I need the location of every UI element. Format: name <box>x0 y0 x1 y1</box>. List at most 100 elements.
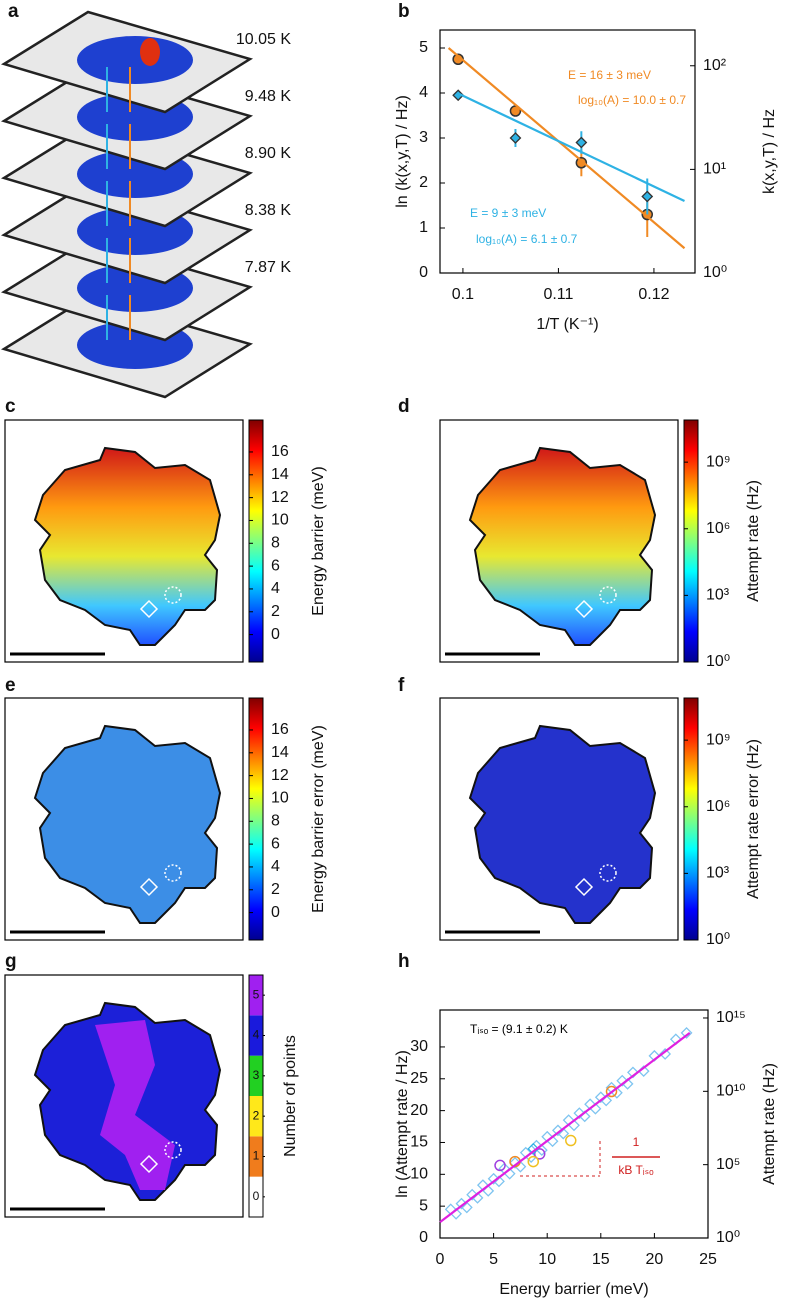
colorbar-frame <box>248 974 264 1218</box>
x-tick-label: 0.1 <box>452 286 474 303</box>
panel-letter: c <box>5 396 16 417</box>
y2-tick-label: 10⁰ <box>703 264 727 281</box>
colorbar-tick-label: 2 <box>253 1108 260 1122</box>
y-tick-label: 5 <box>419 39 428 56</box>
annotation: E = 9 ± 3 meV <box>470 206 546 220</box>
colorbar-tick-label: 10³ <box>706 587 730 604</box>
point <box>494 1159 506 1172</box>
plot-frame <box>439 1009 709 1239</box>
point <box>466 1188 479 1201</box>
x-axis-label: Energy barrier (meV) <box>499 1281 648 1298</box>
colorbar <box>684 698 698 940</box>
colorbar-tick-label: 14 <box>271 466 289 483</box>
flake-patch <box>95 1020 175 1190</box>
colorbar-tick-label: 10⁹ <box>706 731 731 748</box>
temperature-label: 7.87 K <box>245 259 292 276</box>
flake-map <box>33 724 222 924</box>
x-tick-label: 0.11 <box>543 286 573 303</box>
colorbar <box>249 420 263 662</box>
panel-letter: a <box>8 1 19 22</box>
colorbar-block <box>249 1176 263 1217</box>
plot-frame <box>439 29 696 274</box>
y-axis-label: ln (k(x,y,T) / Hz) <box>394 95 411 208</box>
colorbar-label: Attempt rate (Hz) <box>745 480 762 602</box>
site-circle <box>164 586 182 604</box>
colorbar-block <box>249 1096 263 1137</box>
colorbar <box>249 698 263 940</box>
site-diamond <box>139 1154 159 1174</box>
point <box>487 1172 500 1185</box>
colorbar-tick-label: 10³ <box>706 865 730 882</box>
colorbar-label: Energy barrier error (meV) <box>310 725 327 913</box>
x-tick-label: 25 <box>699 1251 717 1268</box>
x-tick-label: 0.12 <box>638 286 669 303</box>
colorbar-label: Number of points <box>282 1035 299 1157</box>
y2-tick-label: 10¹⁰ <box>716 1083 746 1100</box>
panel-letter: e <box>5 675 16 696</box>
y2-tick-label: 10⁵ <box>716 1156 740 1173</box>
x-axis-label: 1/T (K⁻¹) <box>536 316 598 333</box>
y-tick-label: 0 <box>419 1229 428 1246</box>
colorbar-frame <box>248 697 264 941</box>
colorbar-tick-label: 8 <box>271 813 280 830</box>
point <box>594 1091 607 1104</box>
point <box>509 132 522 144</box>
y2-tick-label: 10⁰ <box>716 1229 740 1246</box>
colorbar-label: Attempt rate error (Hz) <box>745 739 762 899</box>
annotation: E = 16 ± 3 meV <box>568 68 651 82</box>
fit-line <box>439 1032 691 1223</box>
colorbar-tick-label: 10 <box>271 512 289 529</box>
panel-letter: d <box>398 396 410 417</box>
colorbar-tick-label: 10⁰ <box>706 653 730 670</box>
y-tick-label: 25 <box>410 1070 428 1087</box>
colorbar-tick-label: 4 <box>271 580 280 597</box>
point <box>616 1074 629 1087</box>
point <box>565 1134 577 1147</box>
x-tick-label: 10 <box>538 1251 556 1268</box>
temperature-label: 8.90 K <box>245 145 292 162</box>
site-diamond <box>139 877 159 897</box>
colorbar-tick-label: 10⁶ <box>706 520 730 537</box>
y-tick-label: 4 <box>419 84 428 101</box>
y-tick-label: 3 <box>419 129 428 146</box>
colorbar-tick-label: 4 <box>253 1028 260 1042</box>
colorbar-tick-label: 6 <box>271 557 280 574</box>
y-tick-label: 1 <box>419 219 428 236</box>
colorbar-tick-label: 5 <box>253 987 260 1001</box>
panel-letter: h <box>398 951 410 972</box>
y2-tick-label: 10¹ <box>703 161 726 178</box>
y-tick-label: 10 <box>410 1166 428 1183</box>
colorbar-tick-label: 0 <box>271 626 280 643</box>
point <box>680 1027 693 1039</box>
site-circle <box>599 864 617 882</box>
annotation: Tᵢₛₒ = (9.1 ± 0.2) K <box>470 1022 568 1036</box>
temperature-label: 8.38 K <box>245 202 292 219</box>
point <box>460 1201 473 1214</box>
colorbar-tick-label: 14 <box>271 744 289 761</box>
colorbar-tick-label: 12 <box>271 767 289 784</box>
annotation: kB Tᵢₛₒ <box>618 1163 654 1177</box>
colorbar-tick-label: 2 <box>271 603 280 620</box>
site-circle <box>599 586 617 604</box>
annotation: log₁₀(A) = 6.1 ± 0.7 <box>476 232 578 246</box>
point <box>452 89 465 102</box>
fit-line <box>447 47 686 250</box>
panel-letter: b <box>398 1 410 22</box>
colorbar-tick-label: 6 <box>271 835 280 852</box>
point <box>627 1066 639 1079</box>
colorbar-block <box>249 1015 263 1056</box>
site-circle <box>164 864 182 882</box>
colorbar-tick-label: 0 <box>271 904 280 921</box>
colorbar-label: Energy barrier (meV) <box>310 466 327 615</box>
point <box>509 1156 521 1169</box>
flake-map <box>33 446 222 646</box>
colorbar-tick-label: 16 <box>271 721 289 738</box>
y-tick-label: 2 <box>419 174 428 191</box>
x-tick-label: 15 <box>592 1251 610 1268</box>
colorbar <box>684 420 698 662</box>
y-tick-label: 0 <box>419 264 428 281</box>
hot-spot <box>140 38 160 66</box>
y-tick-label: 30 <box>410 1038 428 1055</box>
temperature-label: 10.05 K <box>236 31 291 48</box>
colorbar-tick-label: 10 <box>271 790 289 807</box>
